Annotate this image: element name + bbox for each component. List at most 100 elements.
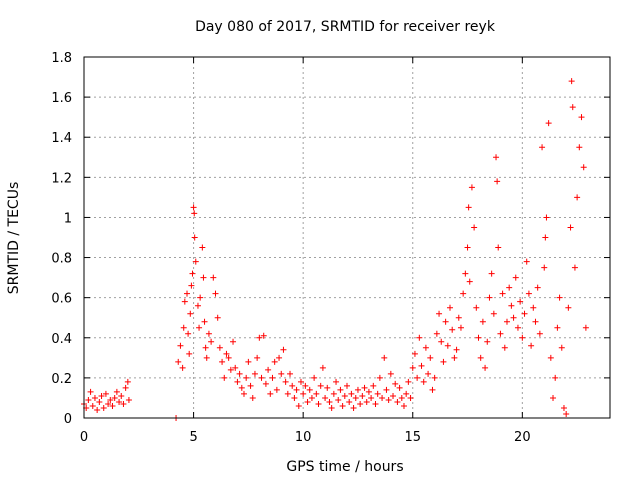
- data-point: [122, 384, 129, 391]
- data-point: [370, 382, 377, 389]
- data-point: [429, 386, 436, 393]
- data-point: [479, 318, 486, 325]
- data-point: [280, 346, 287, 353]
- tick-labels: 0 5 10 15 20 0 0.2 0.4 0.6 0.8 1 1.2 1.4 1.6 1.8: [51, 51, 530, 445]
- plot-frame: [83, 56, 611, 419]
- data-point: [194, 302, 201, 309]
- data-point: [571, 264, 578, 271]
- data-point: [212, 290, 219, 297]
- y-axis-label: SRMTID / TECUs: [6, 182, 22, 295]
- data-point: [398, 394, 405, 401]
- data-point: [89, 402, 96, 409]
- data-point: [300, 390, 307, 397]
- data-point: [565, 304, 572, 311]
- data-point: [181, 298, 188, 305]
- data-point: [394, 398, 401, 405]
- data-point: [317, 382, 324, 389]
- data-point: [273, 386, 280, 393]
- y-tick-label: 1.2: [51, 171, 72, 186]
- data-point: [116, 398, 123, 405]
- data-point: [490, 310, 497, 317]
- data-point: [447, 304, 454, 311]
- data-point: [227, 366, 234, 373]
- data-point: [330, 390, 337, 397]
- data-point: [433, 330, 440, 337]
- data-point: [98, 392, 105, 399]
- data-point: [359, 392, 366, 399]
- x-axis-label: GPS time / hours: [286, 459, 403, 475]
- data-point: [289, 382, 296, 389]
- x-tick-label: 5: [189, 430, 197, 445]
- data-point: [528, 342, 535, 349]
- data-point: [510, 314, 517, 321]
- data-series-srmtid: [81, 78, 589, 421]
- data-point: [488, 270, 495, 277]
- data-point: [238, 384, 245, 391]
- series-srmtid: [81, 78, 589, 421]
- data-point: [574, 194, 581, 201]
- data-point: [563, 410, 570, 417]
- data-point: [295, 402, 302, 409]
- data-point: [519, 334, 526, 341]
- data-point: [192, 258, 199, 265]
- data-point: [532, 318, 539, 325]
- data-point: [543, 214, 550, 221]
- data-point: [405, 378, 412, 385]
- data-point: [94, 406, 101, 413]
- data-point: [203, 354, 210, 361]
- data-point: [177, 342, 184, 349]
- data-point: [436, 310, 443, 317]
- data-point: [407, 394, 414, 401]
- data-point: [418, 362, 425, 369]
- data-point: [326, 398, 333, 405]
- data-point: [473, 304, 480, 311]
- data-point: [236, 370, 243, 377]
- data-point: [258, 374, 265, 381]
- data-point: [427, 354, 434, 361]
- data-point: [210, 274, 217, 281]
- data-point: [396, 384, 403, 391]
- data-point: [185, 330, 192, 337]
- data-point: [230, 338, 237, 345]
- data-point: [431, 374, 438, 381]
- data-point: [365, 388, 372, 395]
- data-point: [453, 346, 460, 353]
- data-point: [357, 400, 364, 407]
- data-point: [484, 338, 491, 345]
- data-point: [525, 290, 532, 297]
- data-point: [302, 382, 309, 389]
- data-point: [440, 358, 447, 365]
- data-point: [118, 392, 125, 399]
- x-tick-label: 15: [404, 430, 421, 445]
- data-point: [449, 326, 456, 333]
- data-point: [189, 270, 196, 277]
- data-point: [254, 354, 261, 361]
- data-point: [560, 404, 567, 411]
- data-point: [247, 382, 254, 389]
- data-point: [517, 298, 524, 305]
- data-point: [374, 390, 381, 397]
- data-point: [91, 394, 98, 401]
- data-point: [260, 332, 267, 339]
- data-point: [282, 378, 289, 385]
- data-point: [87, 388, 94, 395]
- data-point: [568, 78, 575, 85]
- data-point: [501, 344, 508, 351]
- data-point: [578, 114, 585, 121]
- data-point: [471, 224, 478, 231]
- data-point: [462, 270, 469, 277]
- data-point: [187, 310, 194, 317]
- data-point: [475, 334, 482, 341]
- data-point: [495, 244, 502, 251]
- data-point: [234, 378, 241, 385]
- data-point: [482, 364, 489, 371]
- data-point: [199, 244, 206, 251]
- y-tick-label: 1.8: [51, 51, 72, 66]
- data-point: [245, 358, 252, 365]
- data-point: [361, 384, 368, 391]
- data-point: [425, 370, 432, 377]
- data-point: [107, 396, 114, 403]
- data-point: [208, 338, 215, 345]
- data-point: [219, 358, 226, 365]
- data-point: [240, 390, 247, 397]
